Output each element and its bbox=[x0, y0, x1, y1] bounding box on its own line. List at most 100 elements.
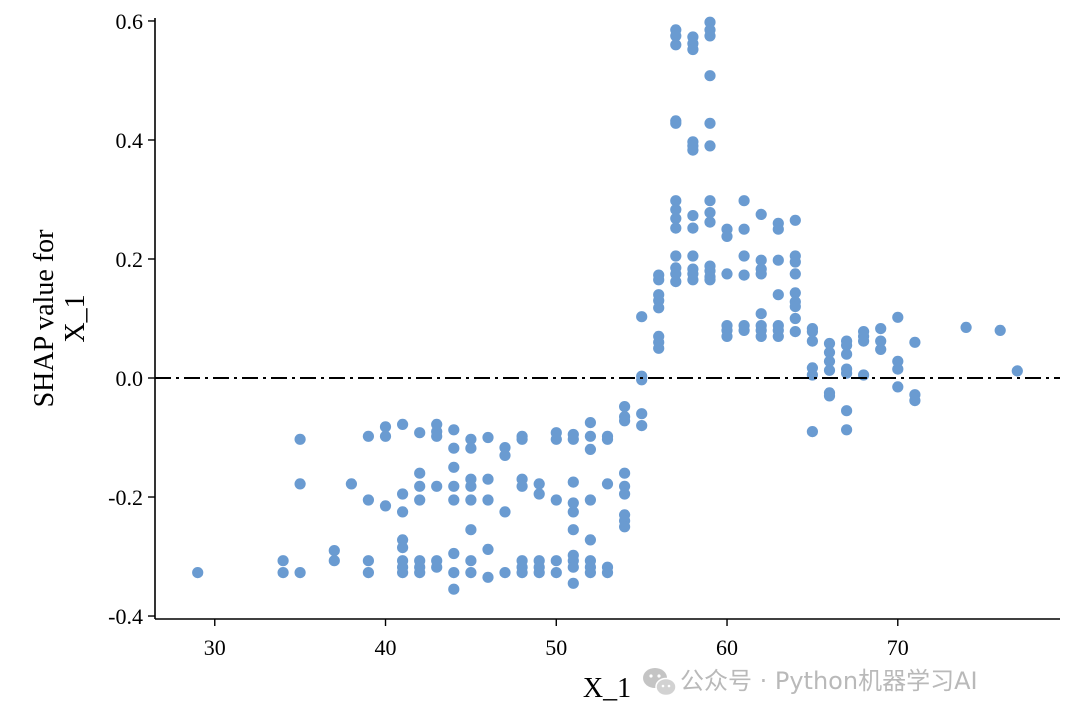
scatter-point bbox=[789, 301, 801, 313]
scatter-point bbox=[619, 467, 631, 479]
scatter-point bbox=[892, 355, 904, 367]
scatter-point bbox=[465, 555, 477, 567]
scatter-point bbox=[567, 433, 579, 445]
scatter-point bbox=[362, 430, 374, 442]
scatter-point bbox=[448, 480, 460, 492]
scatter-point bbox=[909, 336, 921, 348]
y-axis-ticks: -0.4 -0.2 0.0 0.2 0.4 0.6 bbox=[108, 9, 155, 629]
scatter-point bbox=[619, 488, 631, 500]
scatter-point bbox=[670, 268, 682, 280]
scatter-point bbox=[328, 555, 340, 567]
scatter-point bbox=[841, 405, 853, 417]
scatter-point bbox=[482, 431, 494, 444]
scatter-point bbox=[619, 521, 631, 533]
scatter-point bbox=[670, 117, 682, 129]
scatter-point bbox=[414, 494, 426, 506]
scatter-point bbox=[687, 210, 699, 222]
scatter-point bbox=[841, 424, 853, 436]
wechat-icon bbox=[643, 668, 677, 697]
scatter-point bbox=[892, 363, 904, 375]
scatter-point bbox=[909, 395, 921, 407]
scatter-point bbox=[653, 302, 665, 314]
scatter-point bbox=[431, 561, 443, 573]
scatter-point bbox=[414, 427, 426, 439]
scatter-point bbox=[533, 488, 545, 500]
scatter-point bbox=[806, 326, 819, 338]
scatter-point bbox=[738, 324, 750, 336]
scatter-point bbox=[772, 289, 784, 301]
scatter-point bbox=[516, 433, 528, 445]
scatter-point bbox=[670, 30, 682, 42]
scatter-point bbox=[619, 401, 631, 413]
scatter-point bbox=[567, 577, 579, 589]
scatter-point bbox=[499, 506, 511, 518]
scatter-point bbox=[789, 268, 801, 280]
y-tick-label: 0.0 bbox=[116, 366, 144, 391]
scatter-point bbox=[567, 476, 579, 488]
scatter-point bbox=[738, 195, 750, 207]
scatter-point bbox=[448, 424, 460, 436]
scatter-point bbox=[755, 268, 767, 280]
scatter-point bbox=[670, 212, 682, 225]
y-tick-label: 0.2 bbox=[116, 247, 144, 272]
scatter-point bbox=[499, 567, 511, 579]
scatter-point bbox=[448, 442, 460, 454]
scatter-point bbox=[636, 311, 648, 323]
scatter-point bbox=[482, 473, 494, 485]
scatter-point bbox=[465, 480, 477, 492]
scatter-point bbox=[516, 480, 528, 492]
scatter-point bbox=[704, 117, 716, 129]
scatter-point bbox=[448, 547, 460, 560]
x-tick-label: 60 bbox=[716, 635, 738, 660]
scatter-point bbox=[670, 39, 682, 51]
y-tick-label: -0.4 bbox=[108, 604, 143, 629]
watermark: 公众号 · Python机器学习AI bbox=[643, 667, 978, 697]
scatter-point bbox=[379, 421, 392, 433]
scatter-point bbox=[789, 256, 801, 268]
scatter-point bbox=[431, 480, 443, 492]
scatter-point bbox=[704, 207, 716, 219]
scatter-point bbox=[567, 506, 579, 518]
scatter-point bbox=[823, 337, 836, 350]
scatter-point bbox=[806, 426, 819, 438]
scatter-point bbox=[721, 330, 733, 342]
scatter-point bbox=[841, 367, 853, 379]
scatter-point bbox=[738, 250, 750, 262]
scatter-point bbox=[721, 230, 733, 242]
scatter-point bbox=[448, 567, 460, 579]
scatter-point bbox=[704, 140, 716, 152]
scatter-point bbox=[704, 30, 716, 42]
x-tick-label: 30 bbox=[204, 635, 226, 660]
scatter-point bbox=[1011, 365, 1023, 377]
scatter-point bbox=[277, 567, 289, 579]
scatter-point bbox=[328, 545, 340, 557]
scatter-point bbox=[482, 543, 494, 556]
x-axis-ticks: 30 40 50 60 70 bbox=[204, 619, 909, 660]
scatter-point bbox=[465, 442, 477, 454]
scatter-point bbox=[567, 524, 579, 536]
scatter-point bbox=[584, 567, 597, 579]
scatter-point bbox=[704, 70, 716, 82]
scatter-point bbox=[362, 567, 374, 579]
scatter-point bbox=[789, 326, 801, 338]
scatter-point bbox=[670, 276, 682, 288]
scatter-point bbox=[345, 478, 357, 490]
scatter-point bbox=[670, 222, 682, 234]
scatter-point bbox=[601, 567, 614, 579]
scatter-point bbox=[687, 274, 699, 286]
scatter-point bbox=[550, 555, 562, 567]
watermark-text: 公众号 · Python机器学习AI bbox=[680, 667, 978, 695]
scatter-point bbox=[550, 494, 562, 506]
scatter-point bbox=[704, 274, 716, 286]
scatter-point bbox=[789, 214, 801, 226]
scatter-point bbox=[414, 567, 426, 579]
scatter-point bbox=[738, 223, 750, 235]
scatter-point bbox=[619, 480, 631, 492]
scatter-point bbox=[277, 555, 289, 567]
scatter-point bbox=[841, 339, 853, 351]
scatter-point bbox=[653, 342, 665, 354]
scatter-point bbox=[653, 274, 665, 286]
scatter-point bbox=[670, 195, 682, 207]
y-axis-title-line-2: X_1 bbox=[60, 294, 91, 342]
